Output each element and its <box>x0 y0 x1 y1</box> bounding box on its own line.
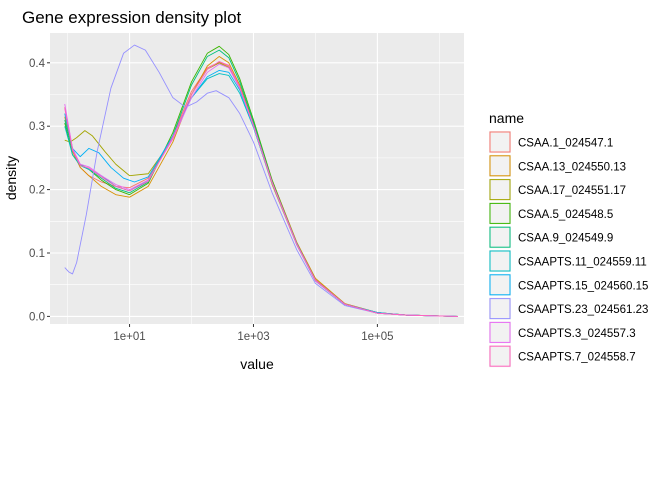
legend-key-background <box>489 202 511 225</box>
legend-label: CSAAPTS.15_024560.15 <box>518 280 648 292</box>
y-tick-label: 0.4 <box>29 58 46 70</box>
x-tick-label: 1e+05 <box>361 331 393 343</box>
y-axis: 0.0 0.1 0.2 0.3 0.4 <box>29 58 50 323</box>
y-tick-label: 0.2 <box>29 185 45 197</box>
legend-key <box>489 274 511 296</box>
series-lines <box>64 44 459 317</box>
legend-key <box>489 155 511 177</box>
y-tick-label: 0.3 <box>29 121 45 133</box>
legend-key-background <box>489 345 511 368</box>
legend-label: CSAAPTS.11_024559.11 <box>518 257 647 269</box>
legend-label: CSAAPTS.3_024557.3 <box>518 328 636 340</box>
legend-key-background <box>489 297 511 320</box>
legend-key <box>489 179 511 201</box>
legend-key <box>489 202 511 224</box>
legend-key <box>489 321 511 343</box>
legend-key-background <box>489 178 511 201</box>
series-line-csaapts-23-024561-23 <box>64 44 459 317</box>
y-tick-label: 0.1 <box>29 248 45 260</box>
legend-key <box>489 131 511 153</box>
x-axis-title: value <box>240 356 274 372</box>
legend-label: CSAA.1_024547.1 <box>518 138 613 150</box>
x-tick-label: 1e+03 <box>237 331 269 343</box>
legend-key <box>489 345 511 367</box>
series-line-csaapts-7-024558-7 <box>64 61 459 317</box>
legend-key <box>489 298 511 320</box>
plot-panel <box>50 33 464 324</box>
x-tick-label: 1e+01 <box>113 331 145 343</box>
legend-label: CSAA.13_024550.13 <box>518 161 626 173</box>
legend-key-background <box>489 131 511 153</box>
legend-key-background <box>489 226 511 249</box>
x-axis: 1e+01 1e+03 1e+05 <box>113 324 394 343</box>
legend-key-background <box>489 321 511 344</box>
legend-label: CSAAPTS.23_024561.23 <box>518 304 648 316</box>
legend-key-background <box>489 250 511 272</box>
legend-title: name <box>489 110 524 126</box>
legend-label: CSAAPTS.7_024558.7 <box>518 352 636 364</box>
legend-label: CSAA.5_024548.5 <box>518 209 613 221</box>
legend-key-background <box>489 154 511 177</box>
chart-title: Gene expression density plot <box>22 8 242 27</box>
legend-key-background <box>489 273 511 296</box>
legend-label: CSAA.17_024551.17 <box>518 185 626 197</box>
legend: name CSAA.1_024547.1 CSAA.13_024550.13 CSA… <box>489 110 648 368</box>
y-tick-label: 0.0 <box>29 311 45 323</box>
y-axis-title: density <box>3 156 19 200</box>
legend-key <box>489 250 511 272</box>
legend-label: CSAA.9_024549.9 <box>518 233 613 245</box>
legend-key <box>489 226 511 248</box>
series-line-csaa-13-024550-13 <box>64 56 459 317</box>
